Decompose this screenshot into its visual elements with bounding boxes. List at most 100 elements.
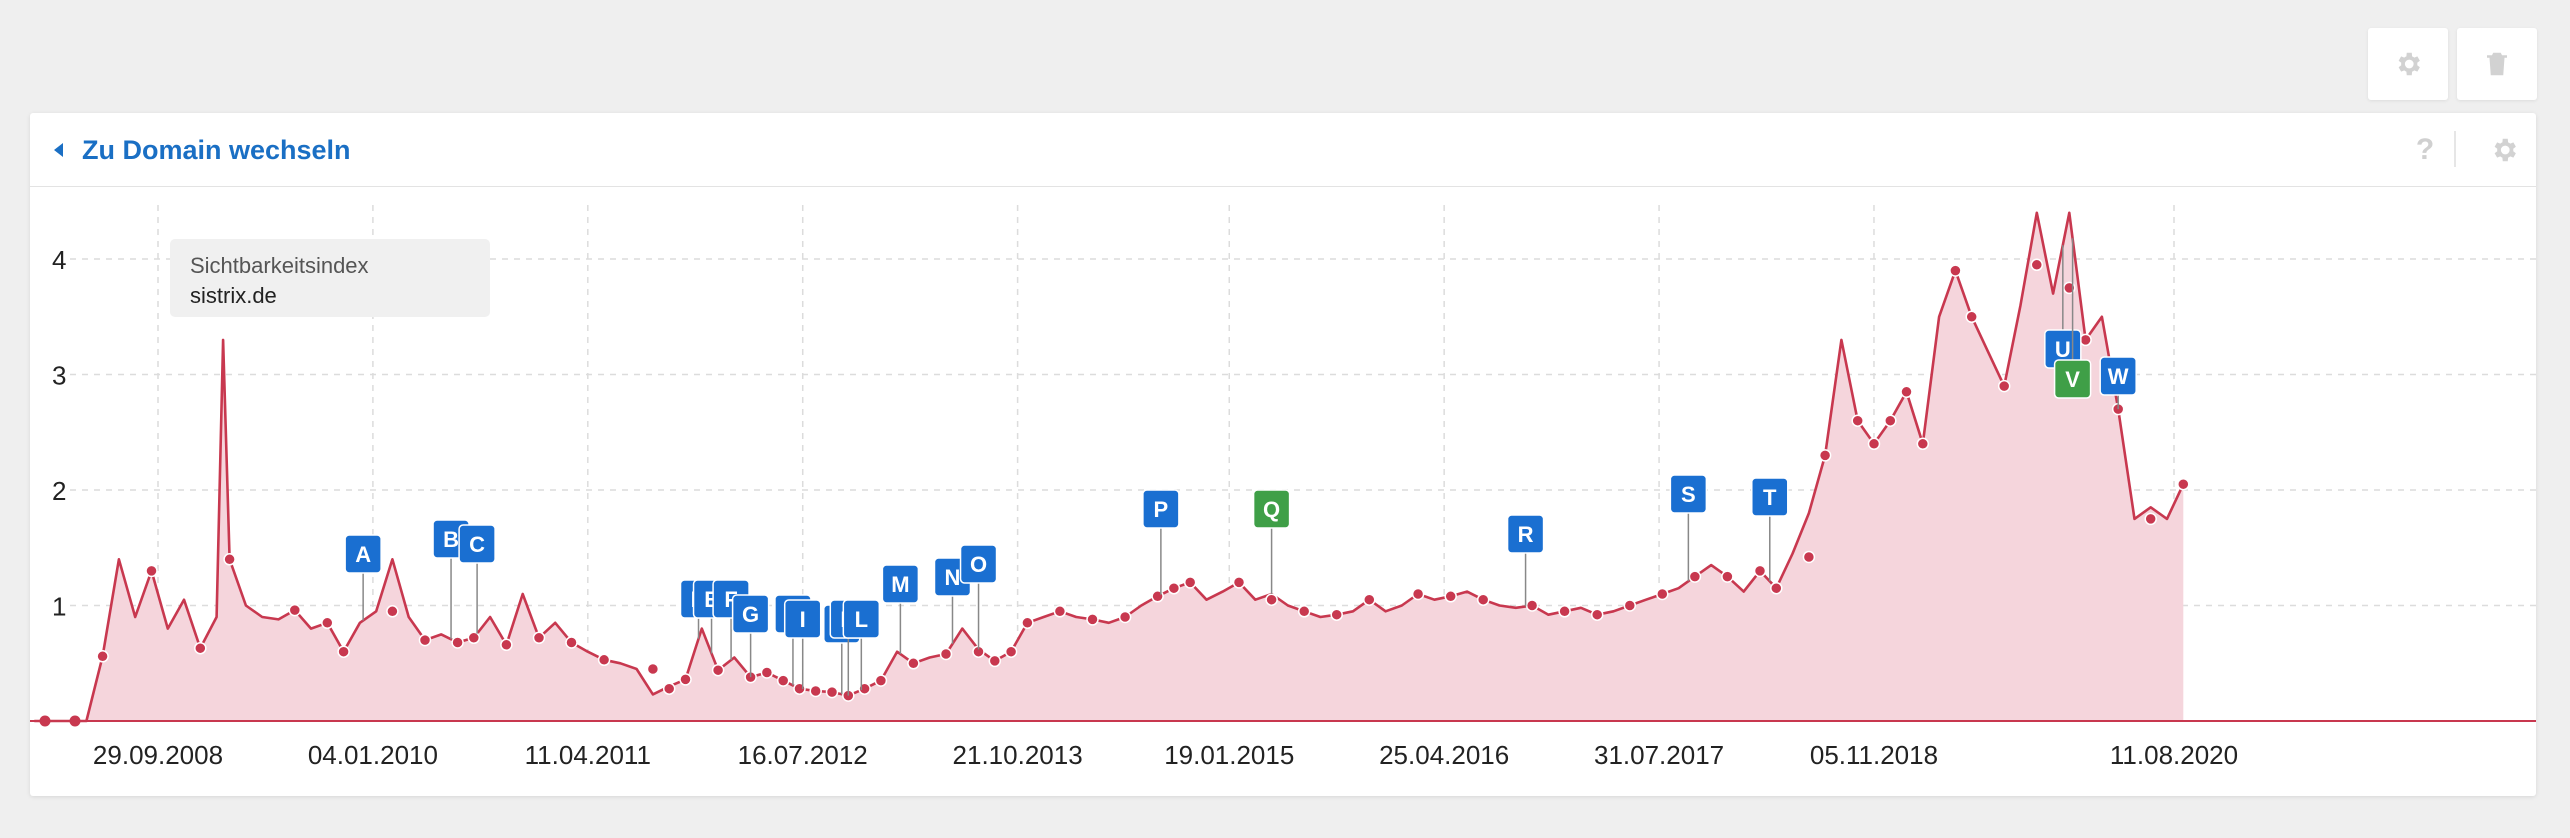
chart-legend: Sichtbarkeitsindex sistrix.de [170, 239, 490, 317]
data-point-marker [1265, 593, 1278, 606]
card-header: Zu Domain wechseln ? [30, 113, 2536, 187]
event-flag-p[interactable]: P [1142, 489, 1180, 595]
data-point-marker [39, 715, 51, 727]
event-flag-v[interactable]: V [2053, 238, 2092, 399]
data-point-marker [500, 638, 513, 652]
data-point-marker [988, 654, 1002, 668]
data-point-marker [467, 631, 481, 645]
event-flag-s[interactable]: S [1669, 474, 1708, 582]
switch-domain-label: Zu Domain wechseln [82, 134, 351, 165]
data-point-marker [874, 674, 888, 687]
data-point-marker [760, 666, 774, 679]
data-point-marker [1900, 385, 1913, 399]
data-point-marker [646, 662, 660, 676]
data-point-marker [1867, 437, 1881, 451]
data-point-marker [2079, 333, 2092, 347]
y-tick-label: 3 [52, 361, 66, 391]
data-point-marker [96, 650, 109, 663]
data-point-marker [1770, 581, 1783, 595]
event-flag-box [1506, 514, 1545, 554]
data-point-marker [662, 682, 676, 695]
data-point-marker [1476, 593, 1490, 606]
data-point-marker [1851, 414, 1864, 427]
data-point-marker [565, 636, 578, 649]
data-point-marker [1444, 590, 1457, 603]
event-flag-box [1669, 474, 1708, 514]
event-flag-label: W [2108, 364, 2129, 389]
data-point-marker [418, 633, 432, 647]
series-area [30, 212, 2184, 722]
data-point-marker [2177, 477, 2190, 491]
data-point-marker [1656, 587, 1669, 601]
data-point-marker [1004, 645, 1018, 658]
switch-domain-link[interactable]: Zu Domain wechseln [50, 131, 351, 169]
data-point-marker [1053, 605, 1067, 618]
y-tick-label: 1 [52, 592, 66, 622]
event-flag-label: O [970, 552, 987, 577]
event-flag-box [842, 599, 881, 639]
x-tick-label: 05.11.2018 [1810, 740, 1938, 770]
event-flag-a[interactable]: A [344, 534, 382, 621]
data-point-marker [1525, 599, 1539, 612]
event-flag-o[interactable]: O [959, 544, 998, 650]
data-point-marker [1997, 379, 2011, 393]
data-point-marker [1183, 576, 1197, 589]
widget-delete-button[interactable] [2457, 28, 2537, 100]
event-flag-c[interactable]: C [458, 524, 496, 634]
help-icon[interactable]: ? [2415, 133, 2435, 166]
event-flag-box [959, 544, 998, 584]
data-point-marker [907, 657, 920, 670]
y-tick-label: 2 [52, 476, 66, 506]
data-point-marker [1411, 587, 1425, 601]
event-flag-i[interactable]: I [783, 599, 822, 690]
data-point-marker [1590, 608, 1604, 621]
data-point-marker [1884, 414, 1897, 427]
event-flag-label: S [1681, 482, 1696, 507]
chart-settings-button[interactable] [2485, 131, 2523, 169]
data-point-marker [1818, 449, 1832, 462]
legend-title: Sichtbarkeitsindex [190, 253, 369, 278]
data-point-marker [1021, 616, 1034, 630]
x-tick-label: 29.09.2008 [93, 740, 223, 770]
data-point-marker [1949, 264, 1962, 277]
event-flag-m[interactable]: M [881, 564, 920, 655]
data-point-marker [1916, 437, 1930, 451]
event-flag-label: L [855, 607, 868, 632]
widget-settings-button[interactable] [2368, 28, 2448, 100]
event-flag-label: M [891, 572, 909, 597]
data-point-marker [1086, 613, 1099, 626]
event-flag-g[interactable]: G [731, 594, 770, 678]
data-point-marker [337, 645, 350, 658]
event-flag-b[interactable]: B [432, 519, 470, 640]
data-point-marker [939, 647, 953, 661]
data-point-marker [776, 674, 790, 687]
gear-icon [2398, 52, 2420, 76]
x-tick-label: 25.04.2016 [1379, 740, 1509, 770]
event-flag-box [344, 534, 382, 574]
caret-left-icon [54, 143, 63, 157]
event-flag-l[interactable]: L [842, 599, 881, 691]
data-point-marker [288, 603, 302, 617]
event-flag-u[interactable]: U [2044, 245, 2082, 369]
trash-icon [2487, 52, 2507, 76]
x-tick-label: 31.07.2017 [1594, 740, 1724, 770]
event-flag-box [2099, 356, 2137, 396]
event-flag-w[interactable]: W [2099, 356, 2137, 410]
event-flag-box [783, 599, 822, 639]
event-flag-label: V [2065, 367, 2080, 392]
event-flag-box [731, 594, 770, 634]
event-flag-box [1142, 489, 1180, 529]
data-point-marker [532, 631, 546, 645]
event-flag-label: R [1518, 522, 1534, 547]
data-point-marker [1623, 599, 1637, 612]
data-point-marker [1802, 550, 1816, 564]
data-point-marker [825, 685, 839, 699]
event-flag-label: G [742, 602, 759, 627]
event-flag-r[interactable]: R [1506, 514, 1545, 607]
data-point-marker [711, 663, 725, 677]
event-flag-q[interactable]: Q [1252, 489, 1291, 594]
event-flag-t[interactable]: T [1751, 477, 1789, 582]
gear-icon [2494, 138, 2516, 162]
x-tick-label: 16.07.2012 [738, 740, 868, 770]
